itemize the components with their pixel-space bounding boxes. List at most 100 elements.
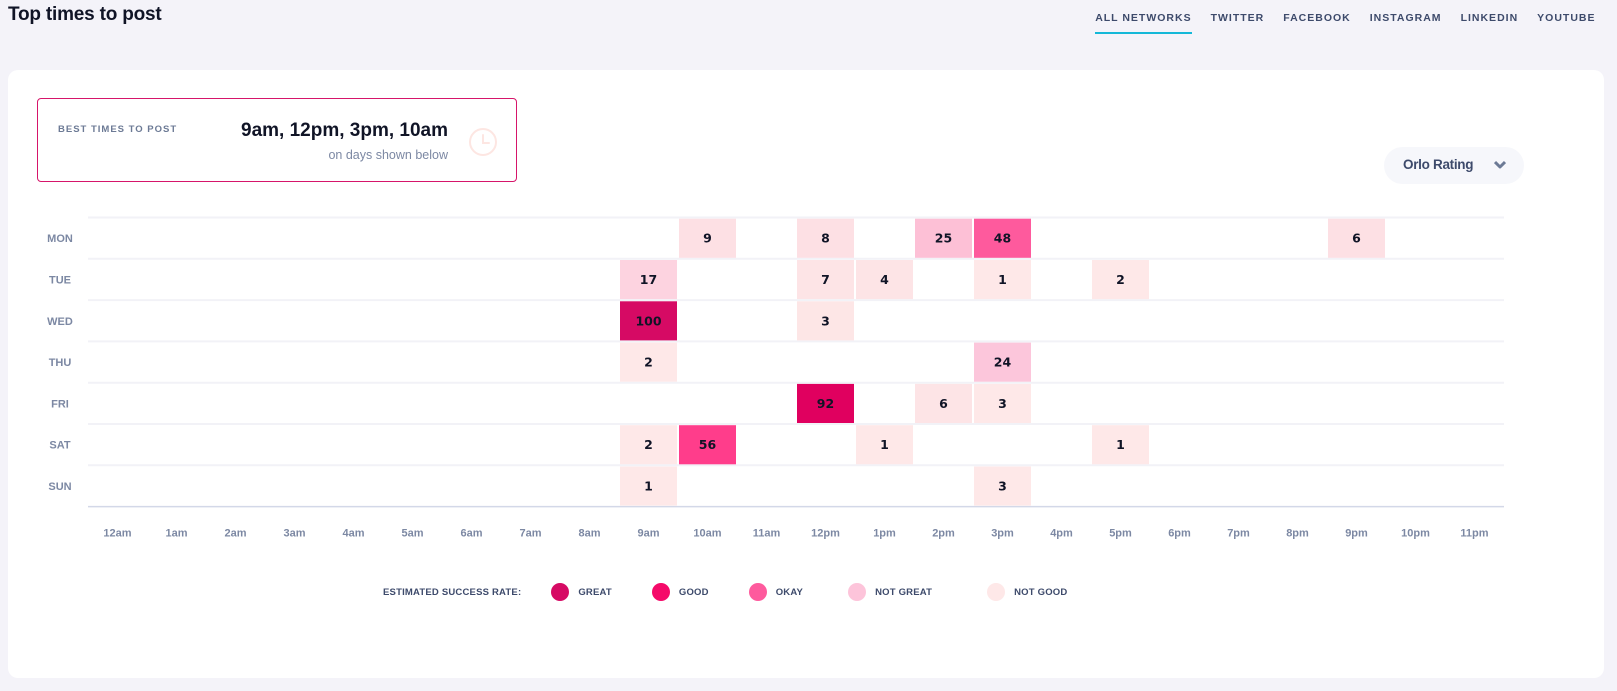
x-tick-label: 6pm — [1168, 528, 1191, 540]
heatmap-cell[interactable] — [797, 383, 854, 423]
tab-youtube[interactable]: YOUTUBE — [1537, 12, 1596, 24]
x-tick-label: 3am — [283, 528, 305, 540]
legend-label: OKAY — [775, 586, 804, 598]
x-tick-label: 5am — [401, 528, 423, 540]
y-tick-label: WED — [47, 316, 73, 328]
chevron-down-icon — [1494, 160, 1506, 169]
x-tick-label: 10pm — [1401, 528, 1430, 540]
y-tick-label: SUN — [48, 481, 71, 493]
cell-value-label: 9 — [703, 231, 712, 246]
y-tick-label: FRI — [51, 398, 69, 410]
x-tick-label: 9am — [637, 528, 659, 540]
x-tick-label: 1pm — [873, 528, 896, 540]
heatmap-cell[interactable] — [915, 218, 972, 258]
heatmap-cell[interactable] — [620, 260, 677, 300]
x-tick-label: 4pm — [1050, 528, 1073, 540]
legend-item-great: GREAT — [551, 583, 612, 601]
x-tick-label: 7pm — [1227, 528, 1250, 540]
x-tick-label: 7am — [519, 528, 541, 540]
cell-value-label: 24 — [994, 355, 1012, 370]
best-times-value: 9am, 12pm, 3pm, 10am — [241, 120, 448, 141]
cell-value-label: 3 — [998, 396, 1007, 411]
legend-swatch — [651, 583, 670, 601]
orlo-rating-label: Orlo Rating — [1403, 157, 1474, 172]
cell-value-label: 92 — [817, 396, 834, 411]
legend-swatch — [848, 583, 867, 601]
legend-label: GREAT — [578, 586, 612, 598]
x-tick-label: 12am — [103, 528, 131, 540]
y-tick-label: TUE — [49, 274, 71, 286]
tab-instagram[interactable]: INSTAGRAM — [1369, 12, 1442, 24]
cell-value-label: 1 — [880, 437, 889, 452]
y-tick-label: SAT — [49, 440, 70, 452]
legend-title: ESTIMATED SUCCESS RATE: — [383, 586, 522, 598]
legend-item-good: GOOD — [651, 583, 709, 601]
heatmap-cell[interactable] — [974, 466, 1031, 506]
heatmap-cell[interactable] — [679, 218, 736, 258]
heatmap-cell[interactable] — [1092, 260, 1149, 300]
tab-linkedin[interactable]: LINKEDIN — [1460, 12, 1519, 24]
heatmap-cell[interactable] — [974, 383, 1031, 423]
x-tick-label: 8am — [578, 528, 600, 540]
cell-value-label: 6 — [1352, 231, 1361, 246]
tab-facebook[interactable]: FACEBOOK — [1283, 12, 1351, 24]
tab-twitter[interactable]: TWITTER — [1210, 12, 1265, 24]
x-tick-label: 4am — [342, 528, 364, 540]
page-title: Top times to post — [8, 4, 162, 25]
cell-value-label: 1 — [998, 272, 1007, 287]
heatmap-cell[interactable] — [797, 301, 854, 341]
x-tick-label: 8pm — [1286, 528, 1309, 540]
legend-label: NOT GREAT — [875, 586, 933, 598]
x-tick-label: 9pm — [1345, 528, 1368, 540]
x-tick-label: 5pm — [1109, 528, 1132, 540]
tab-all-networks[interactable]: ALL NETWORKS — [1086, 12, 1201, 34]
x-tick-label: 1am — [165, 528, 187, 540]
heatmap-cell[interactable] — [1328, 218, 1385, 258]
heatmap-cell[interactable] — [974, 342, 1031, 382]
cell-value-label: 2 — [644, 437, 653, 452]
cell-value-label: 6 — [939, 396, 948, 411]
cell-value-label: 7 — [821, 272, 830, 287]
legend-swatch — [551, 583, 570, 601]
heatmap-cell[interactable] — [856, 260, 913, 300]
cell-value-label: 1 — [644, 478, 653, 493]
orlo-rating-dropdown[interactable]: Orlo Rating — [1384, 147, 1524, 184]
cell-value-label: 1 — [1116, 437, 1125, 452]
best-times-box: BEST TIMES TO POST 9am, 12pm, 3pm, 10am … — [37, 98, 517, 182]
heatmap-chart: MON TUE WED THU FRI SAT SUN 12am 1am 2am 3am 4am 5am… — [47, 216, 1504, 540]
heatmap-cell[interactable] — [974, 218, 1031, 258]
cell-value-label: 56 — [699, 437, 717, 452]
x-tick-label: 12pm — [811, 528, 840, 540]
cell-value-label: 48 — [994, 231, 1011, 246]
x-tick-label: 10am — [693, 528, 721, 540]
x-tick-label: 11am — [753, 528, 781, 540]
legend-item-okay: OKAY — [748, 583, 804, 601]
legend-item-not-good: NOT GOOD — [987, 583, 1067, 601]
heatmap-cell[interactable] — [620, 301, 677, 341]
heatmap-cell[interactable] — [679, 425, 736, 465]
y-tick-label: MON — [47, 233, 73, 245]
cell-value-label: 100 — [635, 313, 661, 328]
legend-swatch — [748, 583, 767, 601]
cell-value-label: 25 — [935, 231, 952, 246]
cell-value-label: 17 — [640, 272, 657, 287]
x-tick-label: 2pm — [932, 528, 955, 540]
heatmap-cell[interactable] — [915, 383, 972, 423]
heatmap-cell[interactable] — [856, 425, 913, 465]
heatmap-cell[interactable] — [797, 218, 854, 258]
cell-value-label: 3 — [998, 478, 1007, 493]
heatmap-cell[interactable] — [1092, 425, 1149, 465]
cell-value-label: 4 — [880, 272, 889, 287]
heatmap-cell[interactable] — [974, 260, 1031, 300]
legend-swatch — [987, 583, 1006, 601]
x-tick-label: 6am — [460, 528, 482, 540]
legend-item-not-great: NOT GREAT — [848, 583, 932, 601]
x-tick-label: 3pm — [991, 528, 1014, 540]
best-times-subtitle: on days shown below — [328, 148, 448, 162]
heatmap-cell[interactable] — [620, 425, 677, 465]
heatmap-cell[interactable] — [797, 260, 854, 300]
heatmap-card: BEST TIMES TO POST 9am, 12pm, 3pm, 10am … — [8, 70, 1604, 678]
heatmap-cell[interactable] — [620, 466, 677, 506]
heatmap-cell[interactable] — [620, 342, 677, 382]
cell-value-label: 2 — [644, 355, 653, 370]
